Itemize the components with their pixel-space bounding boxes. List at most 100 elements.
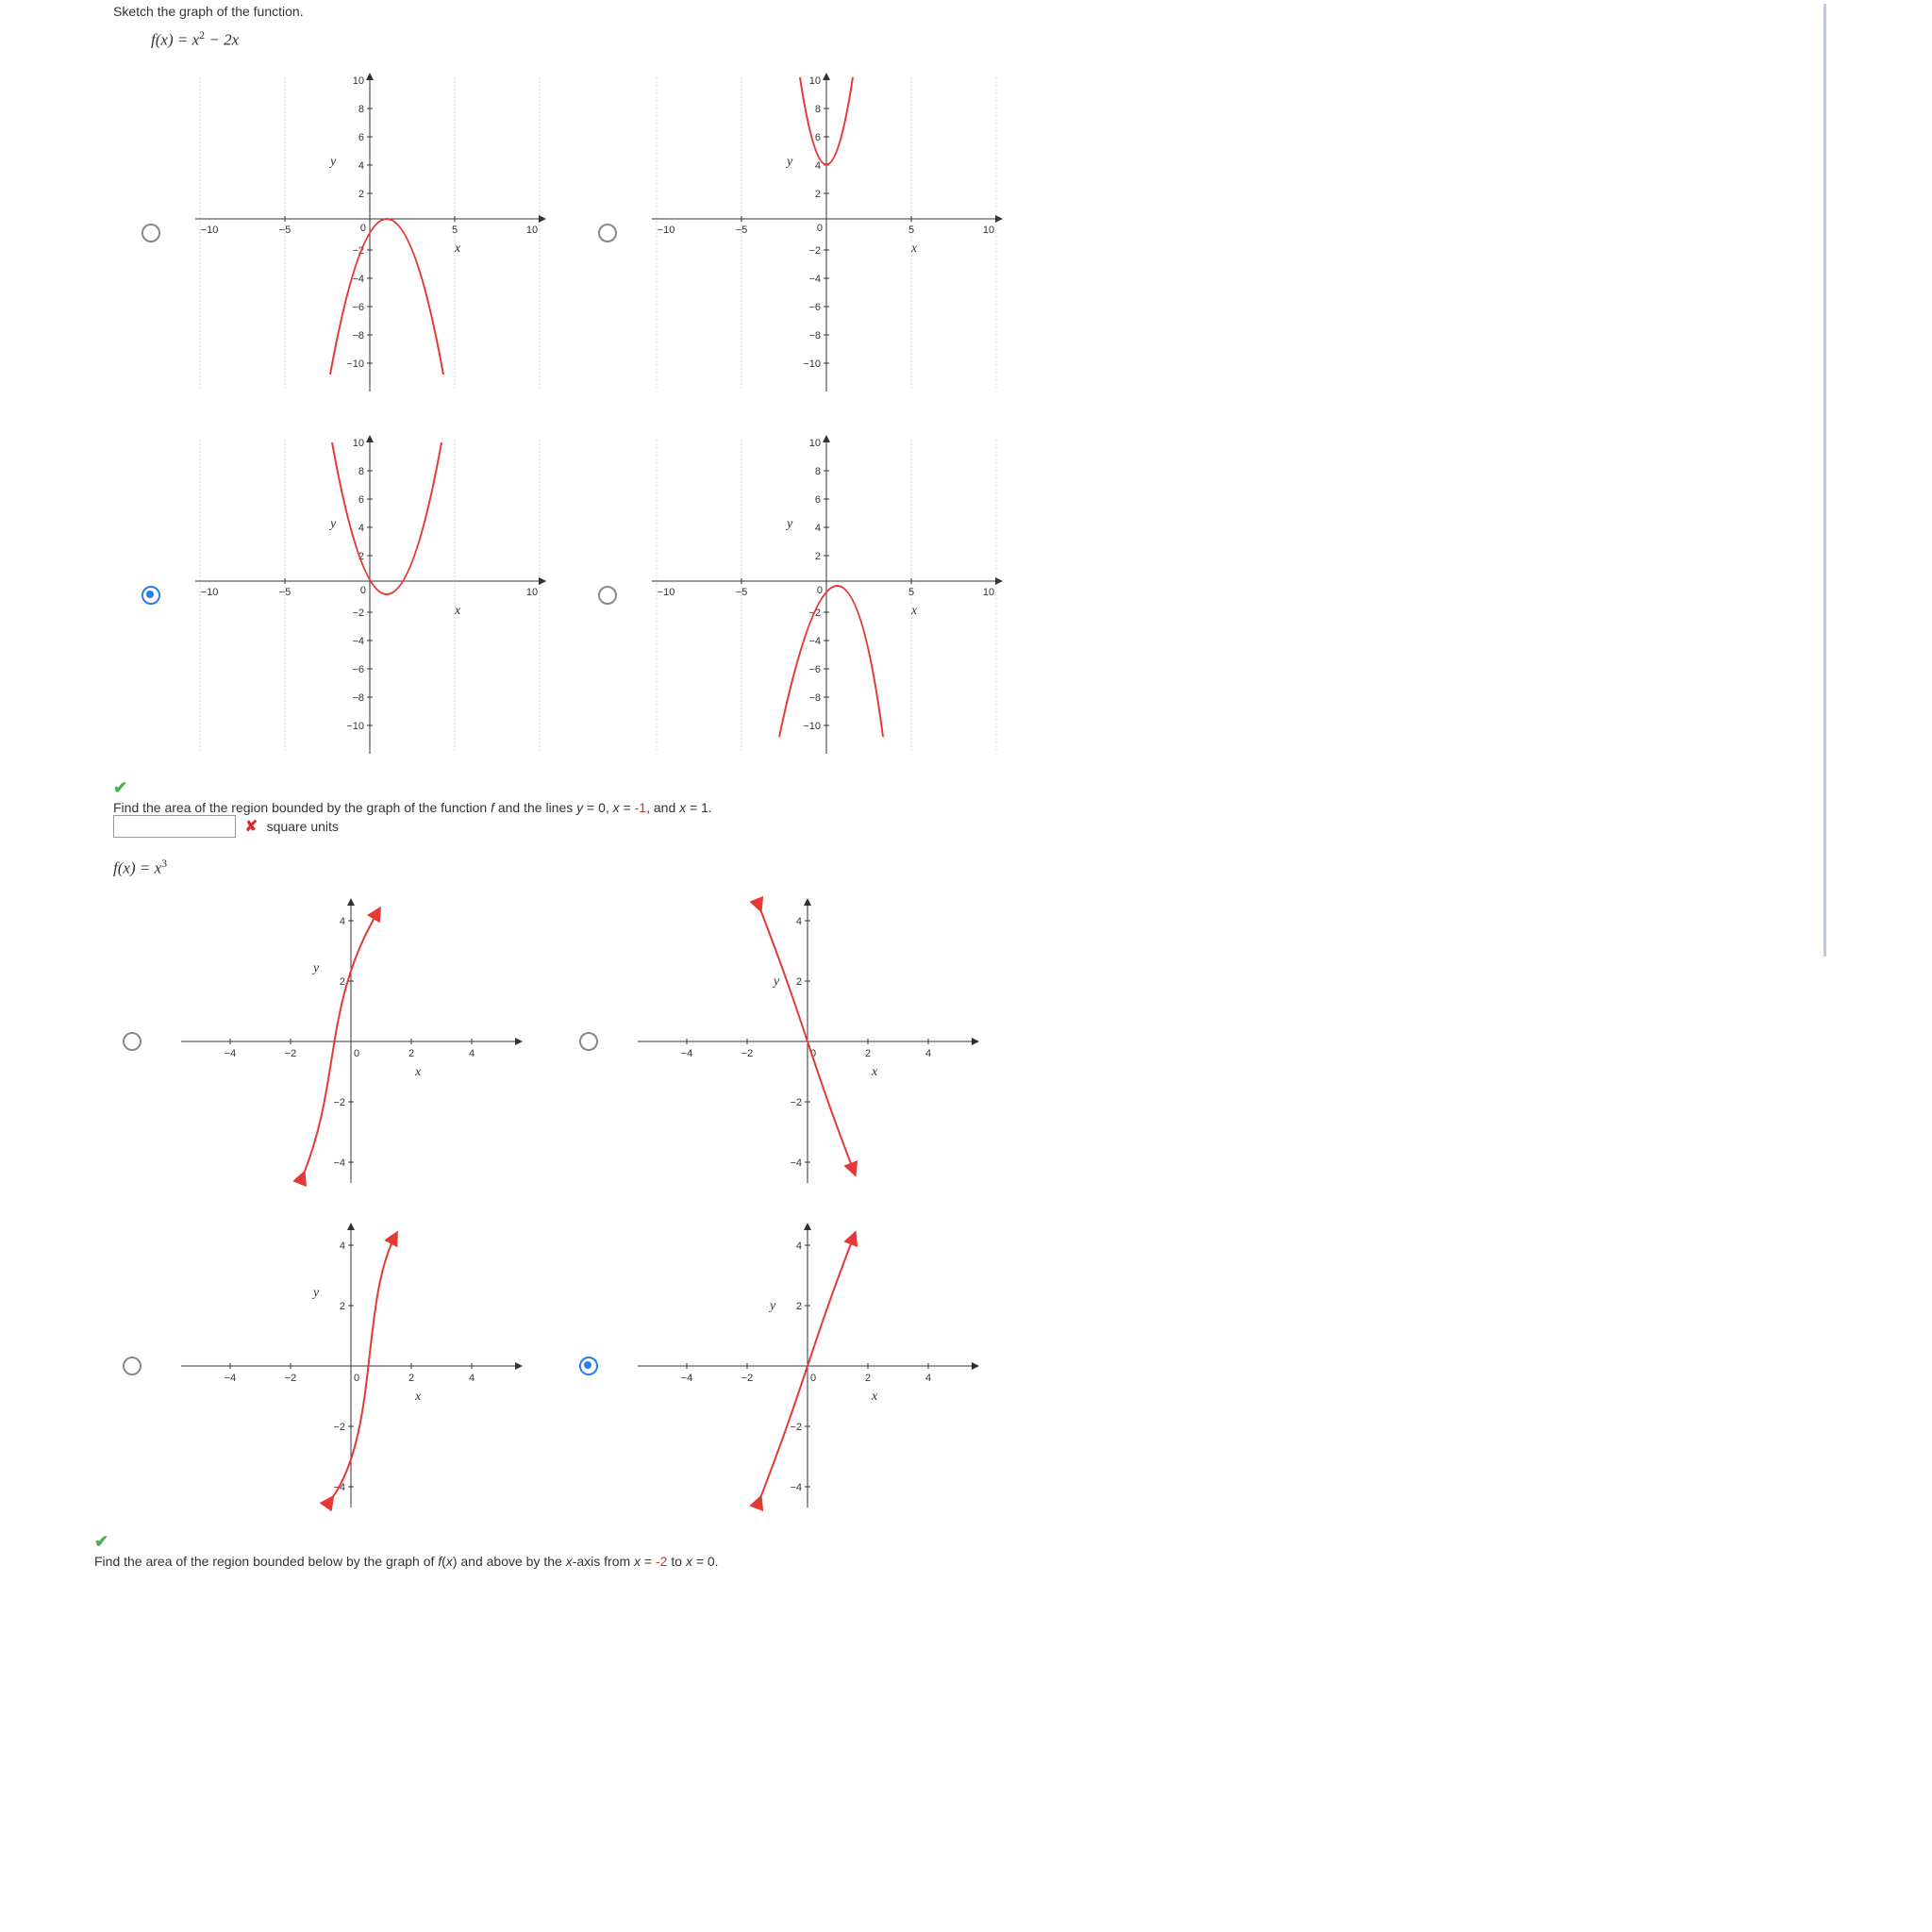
check-icon: ✔ bbox=[113, 778, 127, 798]
svg-text:5: 5 bbox=[908, 225, 914, 236]
right-border bbox=[1824, 4, 1826, 957]
svg-text:−5: −5 bbox=[279, 587, 291, 598]
svg-text:−4: −4 bbox=[352, 636, 364, 647]
svg-text:4: 4 bbox=[469, 1373, 475, 1384]
check-icon: ✔ bbox=[94, 1532, 108, 1552]
svg-text:8: 8 bbox=[358, 104, 364, 115]
q1-chart-d: 1086 420 −2−4−6 −8−10 −10−5 510 yx bbox=[638, 425, 1015, 765]
svg-text:−2: −2 bbox=[285, 1373, 297, 1384]
svg-text:−2: −2 bbox=[285, 1048, 297, 1059]
svg-text:−6: −6 bbox=[808, 302, 821, 313]
svg-text:8: 8 bbox=[815, 104, 821, 115]
svg-text:−10: −10 bbox=[346, 358, 364, 370]
q1-options-grid: 10 8 6 4 2 0 −2 −4 −6 −8 −10 bbox=[132, 63, 1830, 765]
q1-option-c-radio[interactable] bbox=[142, 586, 160, 605]
svg-text:4: 4 bbox=[340, 1241, 345, 1252]
svg-text:y: y bbox=[785, 517, 793, 531]
svg-text:y: y bbox=[768, 1299, 776, 1313]
svg-text:y: y bbox=[328, 155, 337, 169]
q1-prompt: Sketch the graph of the function. bbox=[113, 4, 1830, 19]
svg-text:x: x bbox=[910, 604, 918, 618]
svg-text:10: 10 bbox=[809, 438, 821, 449]
svg-text:2: 2 bbox=[358, 189, 364, 200]
svg-text:−2: −2 bbox=[352, 608, 364, 619]
q1-equation: f(x) = x2 − 2x bbox=[151, 28, 1830, 50]
svg-text:0: 0 bbox=[817, 223, 823, 234]
q1-chart-b: 1086 420 −2−4−6 −8−10 −10−5 510 yx bbox=[638, 63, 1015, 403]
svg-text:x: x bbox=[414, 1390, 422, 1404]
q2-equation: f(x) = x3 bbox=[113, 857, 1811, 878]
svg-text:−4: −4 bbox=[225, 1048, 237, 1059]
svg-text:6: 6 bbox=[815, 132, 821, 143]
svg-text:−8: −8 bbox=[352, 692, 364, 704]
q1-area-input[interactable] bbox=[113, 815, 236, 838]
q2-area-prompt: Find the area of the region bounded belo… bbox=[94, 1554, 719, 1569]
svg-text:2: 2 bbox=[340, 976, 345, 988]
svg-text:2: 2 bbox=[865, 1048, 871, 1059]
q2-option-a-radio[interactable] bbox=[123, 1032, 142, 1051]
q1-option-b-radio[interactable] bbox=[598, 224, 617, 242]
svg-text:−4: −4 bbox=[352, 274, 364, 285]
q2-option-b-radio[interactable] bbox=[579, 1032, 598, 1051]
q1-units: square units bbox=[267, 819, 339, 834]
svg-text:2: 2 bbox=[408, 1373, 414, 1384]
q1-option-a-radio[interactable] bbox=[142, 224, 160, 242]
svg-text:−10: −10 bbox=[658, 225, 675, 236]
svg-text:−6: −6 bbox=[352, 664, 364, 675]
svg-text:5: 5 bbox=[452, 225, 458, 236]
svg-text:−8: −8 bbox=[808, 330, 821, 341]
svg-text:2: 2 bbox=[340, 1301, 345, 1312]
svg-text:0: 0 bbox=[354, 1048, 359, 1059]
svg-text:−4: −4 bbox=[681, 1048, 693, 1059]
svg-text:2: 2 bbox=[865, 1373, 871, 1384]
svg-text:y: y bbox=[772, 974, 780, 989]
svg-text:4: 4 bbox=[340, 916, 345, 927]
x-icon: ✘ bbox=[245, 819, 258, 835]
svg-text:4: 4 bbox=[469, 1048, 475, 1059]
svg-text:y: y bbox=[311, 1286, 320, 1300]
svg-text:4: 4 bbox=[358, 160, 364, 172]
svg-text:10: 10 bbox=[353, 75, 364, 87]
svg-text:10: 10 bbox=[983, 225, 994, 236]
svg-text:−6: −6 bbox=[808, 664, 821, 675]
q2-chart-d: −4−20 24 42 −2−4 yx bbox=[619, 1215, 996, 1517]
svg-text:x: x bbox=[414, 1065, 422, 1079]
svg-text:x: x bbox=[910, 242, 918, 256]
svg-text:−4: −4 bbox=[808, 274, 821, 285]
svg-text:−5: −5 bbox=[279, 225, 291, 236]
svg-text:4: 4 bbox=[925, 1373, 931, 1384]
svg-text:−6: −6 bbox=[352, 302, 364, 313]
q2-option-c-radio[interactable] bbox=[123, 1357, 142, 1375]
svg-text:y: y bbox=[311, 961, 320, 975]
svg-text:−10: −10 bbox=[658, 587, 675, 598]
svg-text:2: 2 bbox=[796, 976, 802, 988]
q2-options-grid: −4 −2 0 2 4 4 2 −2 −4 y x bbox=[113, 891, 1811, 1517]
svg-text:−10: −10 bbox=[803, 358, 821, 370]
q2-chart-c: −4−20 24 42 −2−4 yx bbox=[162, 1215, 540, 1517]
svg-text:6: 6 bbox=[358, 132, 364, 143]
svg-text:2: 2 bbox=[796, 1301, 802, 1312]
svg-text:4: 4 bbox=[796, 916, 802, 927]
svg-text:−5: −5 bbox=[736, 587, 748, 598]
svg-text:2: 2 bbox=[408, 1048, 414, 1059]
svg-text:x: x bbox=[871, 1390, 878, 1404]
svg-text:0: 0 bbox=[360, 585, 366, 596]
svg-text:−2: −2 bbox=[741, 1373, 754, 1384]
svg-text:0: 0 bbox=[354, 1373, 359, 1384]
svg-text:−4: −4 bbox=[681, 1373, 693, 1384]
q1-option-d-radio[interactable] bbox=[598, 586, 617, 605]
svg-text:0: 0 bbox=[817, 585, 823, 596]
svg-text:−8: −8 bbox=[352, 330, 364, 341]
q2-chart-b: −4−20 24 42 −2−4 yx bbox=[619, 891, 996, 1192]
svg-text:10: 10 bbox=[353, 438, 364, 449]
svg-text:−4: −4 bbox=[333, 1158, 345, 1169]
svg-text:−10: −10 bbox=[803, 721, 821, 732]
q1-chart-a: 10 8 6 4 2 0 −2 −4 −6 −8 −10 bbox=[181, 63, 558, 403]
svg-text:−4: −4 bbox=[790, 1482, 802, 1493]
svg-text:0: 0 bbox=[810, 1373, 816, 1384]
svg-text:0: 0 bbox=[360, 223, 366, 234]
svg-text:10: 10 bbox=[983, 587, 994, 598]
svg-text:−2: −2 bbox=[333, 1097, 345, 1108]
q2-option-d-radio[interactable] bbox=[579, 1357, 598, 1375]
svg-text:x: x bbox=[871, 1065, 878, 1079]
